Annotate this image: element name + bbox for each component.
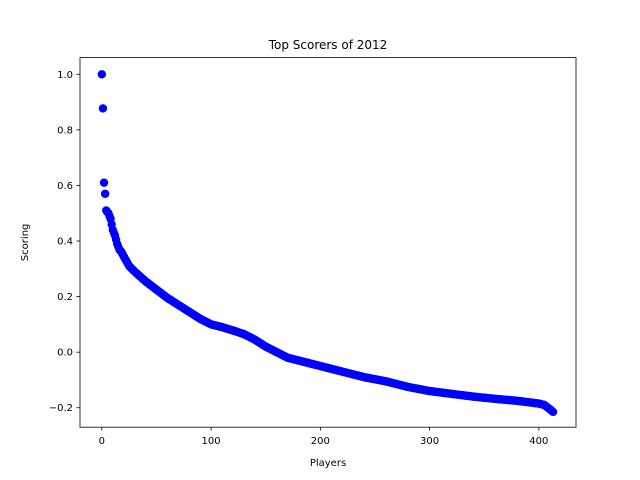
x-tick-label: 300 (420, 436, 439, 447)
x-axis-ticks: 0 100 200 300 400 (99, 427, 548, 447)
x-tick-label: 400 (529, 436, 548, 447)
y-axis-ticks: −0.2 0.0 0.2 0.4 0.6 0.8 1.0 (49, 70, 80, 414)
data-points (97, 70, 558, 417)
x-tick-label: 200 (311, 436, 330, 447)
y-tick-label: 0.0 (57, 348, 73, 359)
y-tick-label: −0.2 (49, 403, 73, 414)
data-point (97, 70, 107, 79)
data-point (548, 407, 558, 417)
y-tick-label: 0.2 (57, 292, 73, 303)
x-tick-label: 0 (99, 436, 105, 447)
y-tick-label: 0.8 (57, 125, 73, 136)
y-tick-label: 0.4 (57, 237, 73, 248)
data-point (100, 189, 110, 198)
data-point (99, 178, 109, 187)
data-point (98, 104, 108, 113)
plot-frame (79, 57, 577, 428)
y-tick-label: 1.0 (57, 70, 73, 81)
y-axis-label: Scoring (20, 224, 31, 262)
x-axis-label: Players (310, 458, 346, 469)
chart-title: Top Scorers of 2012 (268, 38, 388, 52)
y-tick-label: 0.6 (57, 181, 73, 192)
x-tick-label: 100 (202, 436, 221, 447)
